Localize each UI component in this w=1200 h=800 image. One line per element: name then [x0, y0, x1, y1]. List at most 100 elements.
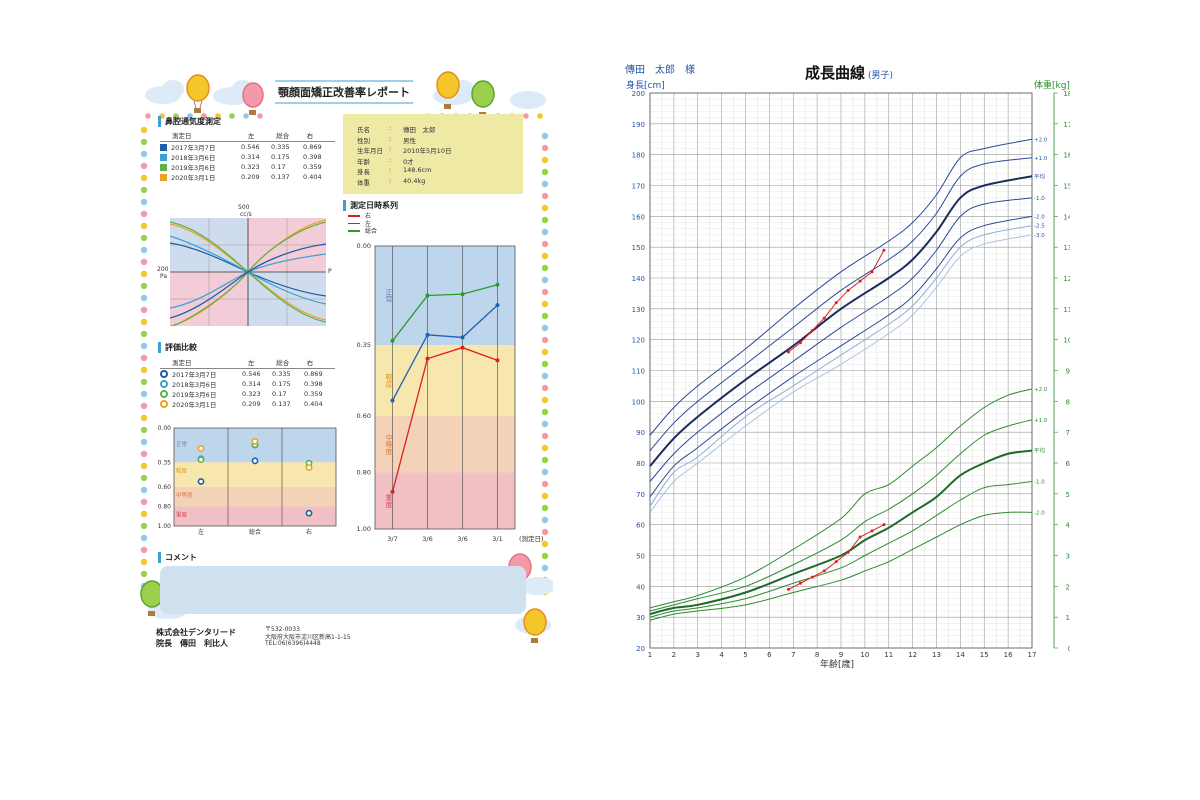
cell-total: 0.17	[271, 163, 286, 171]
patient-point	[846, 550, 850, 554]
patient-point	[798, 581, 802, 585]
border-dot	[541, 312, 549, 320]
x-tick-label: 3/7	[387, 535, 397, 543]
cell-date: 2019年3月6日	[171, 164, 216, 172]
border-dot	[541, 252, 549, 260]
col-left: 左	[247, 359, 255, 367]
patient-label: 生年月日	[357, 147, 383, 155]
col-date: 測定日	[172, 132, 192, 140]
plot-frame	[374, 245, 516, 530]
border-dot	[541, 564, 549, 572]
border-dot	[140, 222, 148, 230]
cell-total: 0.175	[271, 153, 290, 161]
border-dot	[541, 336, 549, 344]
cell-total: 0.137	[272, 400, 291, 408]
y-tick-label: 0.00	[357, 242, 371, 250]
x-axis-note: (測定日)	[519, 534, 543, 543]
border-dot	[541, 276, 549, 284]
patient-colon: :	[389, 176, 392, 185]
border-dot	[140, 438, 148, 446]
flow-left-unit: Pa	[160, 273, 168, 280]
eval-table: 測定日 左 総合 右 2017年3月7日 0.546 0.335 0.869 2018年…	[160, 357, 335, 409]
y2-tick-label: 180	[1063, 90, 1070, 98]
footer-postal: 〒532-0033	[265, 626, 300, 633]
legend-item: 左	[348, 220, 377, 228]
y2-tick-label: 30	[1066, 553, 1070, 561]
legend-item: 総合	[348, 227, 377, 235]
border-dot	[541, 324, 549, 332]
zone-label: 正常	[385, 289, 393, 304]
weight-curve	[649, 388, 1033, 609]
ring-marker	[160, 390, 168, 398]
zone-label: 軽度	[385, 373, 393, 389]
x-tick-label: 4	[719, 651, 724, 659]
border-dot	[173, 113, 179, 119]
weight-sd-label: +2.0	[1034, 387, 1048, 393]
y-tick-label: 200	[632, 90, 645, 98]
y2-tick-label: 90	[1066, 368, 1070, 376]
eval-marker	[197, 456, 205, 464]
y-tick-label: 120	[632, 337, 645, 345]
x-tick-label: 総合	[249, 528, 261, 536]
border-dot	[541, 480, 549, 488]
border-dot	[541, 432, 549, 440]
comment-box[interactable]	[160, 566, 526, 614]
cell-date: 2018年3月6日	[172, 381, 217, 389]
y2-tick-label: 10	[1066, 614, 1070, 622]
table-row: 2017年3月7日 0.546 0.335 0.869	[160, 142, 335, 152]
cell-right: 0.869	[304, 370, 323, 378]
eval-marker	[251, 457, 259, 465]
flow-right-label: P	[328, 268, 332, 275]
x-tick-label: 5	[743, 651, 747, 659]
patient-label: 氏名	[357, 126, 370, 134]
series-line	[391, 346, 498, 493]
growth-chart: 2030405060708090100110120130140150160170…	[632, 90, 1070, 659]
y-tick-label: 0.35	[357, 341, 371, 349]
eval-marker	[305, 464, 313, 471]
patient-value: 2010年5月10日	[403, 147, 452, 155]
cell-right: 0.359	[303, 163, 322, 171]
flow-left-label: 200	[157, 266, 169, 273]
x-tick-label: 3/1	[492, 535, 502, 543]
border-dot	[140, 474, 148, 482]
cell-date: 2019年3月6日	[172, 391, 217, 399]
y-tick-label: 0.35	[158, 459, 172, 466]
patient-point	[798, 341, 802, 345]
table-row: 2019年3月6日 0.323 0.17 0.359	[160, 162, 335, 172]
height-sd-label: +2.0	[1034, 137, 1048, 143]
cell-left: 0.546	[241, 143, 260, 151]
cell-left: 0.323	[241, 163, 260, 171]
y-tick-label: 100	[632, 398, 645, 406]
border-dot	[140, 318, 148, 326]
border-dot	[541, 540, 549, 548]
patient-value: 0才	[403, 157, 414, 166]
footer-address: 大阪府大阪市淀川区新高1-1-15	[265, 634, 351, 641]
border-dot	[140, 162, 148, 170]
y2-tick-label: 130	[1063, 244, 1070, 252]
border-dot	[523, 113, 529, 119]
y-tick-label: 190	[632, 121, 645, 129]
eval-heading: 評価比較	[158, 342, 197, 353]
color-swatch	[160, 143, 167, 151]
growth-subtitle: (男子)	[868, 71, 894, 81]
cell-right: 0.404	[304, 400, 323, 408]
growth-patient-name: 傳田 太郎 様	[625, 65, 695, 76]
patient-value: 男性	[403, 136, 416, 145]
weight-sd-label: 平均	[1034, 447, 1046, 455]
border-dot	[201, 113, 207, 119]
zone-label: 重度	[385, 494, 393, 509]
patient-value: 148.6cm	[403, 166, 432, 174]
growth-title-text: 成長曲線	[805, 64, 866, 82]
series-point	[495, 282, 500, 287]
height-curve	[649, 175, 1033, 467]
report-decoration	[140, 71, 553, 643]
y2-tick-label: 0	[1068, 645, 1070, 653]
border-dot	[140, 546, 148, 554]
footer-director: 院長 傳田 利比人	[156, 639, 228, 648]
y-tick-label: 0.80	[357, 468, 371, 476]
eval-heading-text: 評価比較	[165, 343, 197, 352]
cell-left: 0.314	[241, 153, 260, 161]
ring-marker	[160, 400, 168, 408]
cell-right: 0.404	[303, 173, 322, 181]
table-row: 2020年3月1日 0.209 0.137 0.404	[160, 399, 335, 409]
